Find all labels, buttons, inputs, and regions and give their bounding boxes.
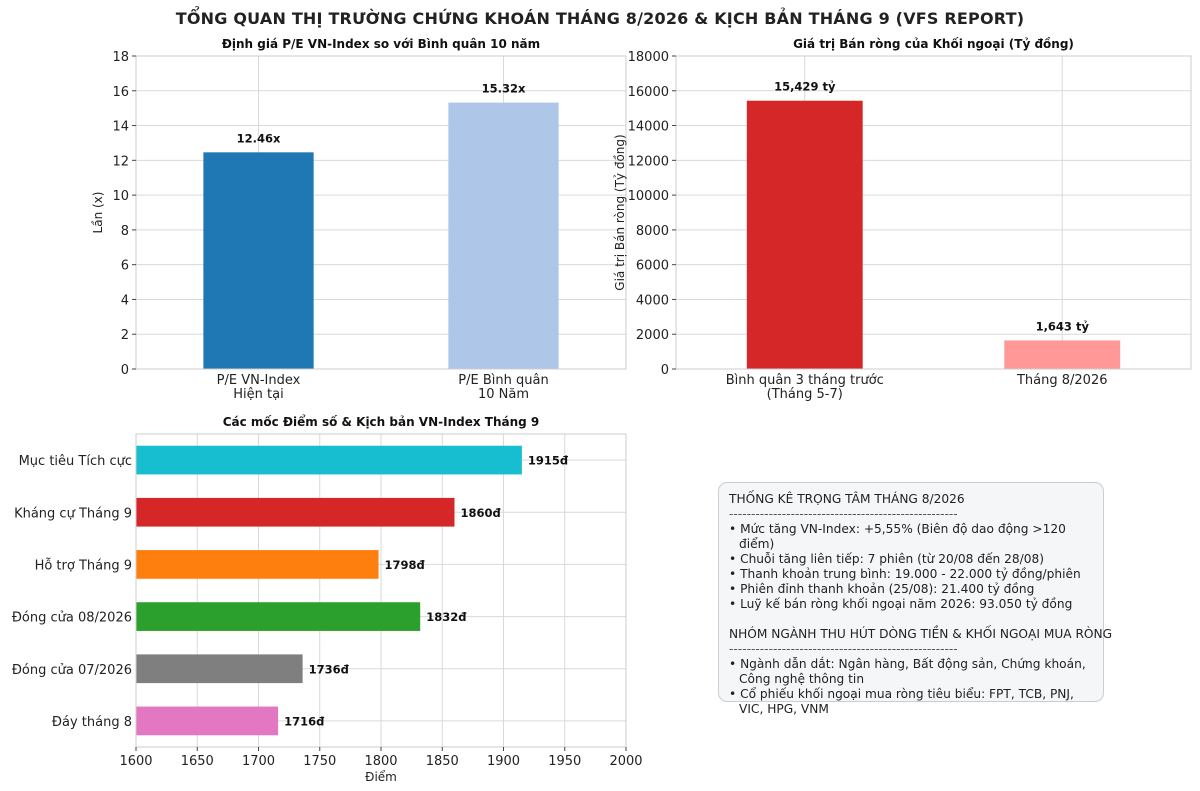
levels-xtick-label: 1700	[242, 754, 275, 769]
pe-ytick-label: 10	[112, 189, 129, 204]
foreign-ytick-label: 14000	[628, 120, 669, 135]
levels-ytick-label: Đóng cửa 08/2026	[12, 611, 132, 626]
stats-box: THỐNG KÊ TRỌNG TÂM THÁNG 8/2026 --------…	[718, 482, 1113, 716]
stats-divider-1: ----------------------------------------…	[729, 507, 958, 521]
levels-title: Các mốc Điểm số & Kịch bản VN-Index Thán…	[223, 414, 540, 429]
stats-section1-title: THỐNG KÊ TRỌNG TÂM THÁNG 8/2026	[729, 492, 965, 506]
foreign-ytick-label: 2000	[636, 328, 669, 343]
pe-ytick-label: 16	[112, 85, 129, 100]
levels-value-label: 1832đ	[426, 610, 467, 624]
pe-value-label: 15.32x	[482, 82, 526, 96]
foreign-value-label: 1,643 tỷ	[1036, 319, 1090, 333]
pe-ytick-label: 4	[121, 293, 129, 308]
levels-value-label: 1798đ	[385, 558, 426, 572]
pe-xtick-label: Hiện tại	[233, 387, 283, 402]
levels-bar	[136, 706, 279, 736]
pe-ytick-label: 14	[112, 120, 129, 135]
pe-xtick-label: P/E VN-Index	[217, 373, 301, 388]
pe-xtick-label: P/E Bình quân	[458, 373, 548, 388]
pe-ytick-label: 0	[121, 363, 129, 378]
foreign-frame	[675, 55, 1192, 370]
pe-frame	[135, 55, 627, 370]
levels-xtick-label: 1750	[303, 754, 336, 769]
levels-ytick-label: Đóng cửa 07/2026	[12, 663, 132, 678]
levels-bar	[136, 550, 379, 579]
stats-item: • Thanh khoản trung bình: 19.000 - 22.00…	[729, 567, 1081, 581]
levels-bar	[136, 654, 303, 684]
foreign-ylabel: Giá trị Bán ròng (Tỷ đồng)	[613, 134, 627, 290]
pe-ytick-label: 6	[121, 259, 129, 274]
foreign-ytick-label: 10000	[628, 189, 669, 204]
levels-value-label: 1736đ	[309, 662, 350, 676]
levels-xtick-label: 2000	[609, 754, 642, 769]
levels-bar	[136, 602, 421, 631]
stats-item: • Luỹ kế bán ròng khối ngoại năm 2026: 9…	[729, 597, 1073, 611]
stats-divider-2: ----------------------------------------…	[729, 642, 958, 656]
pe-ytick-label: 18	[112, 50, 129, 65]
pe-ylabel: Lần (x)	[91, 192, 105, 234]
stats-section2-list: • Ngành dẫn dắt: Ngân hàng, Bất động sản…	[729, 657, 1093, 717]
foreign-ytick-label: 6000	[636, 259, 669, 274]
foreign-value-label: 15,429 tỷ	[774, 80, 836, 94]
levels-value-label: 1860đ	[461, 506, 502, 520]
stats-item: • Mức tăng VN-Index: +5,55% (Biên độ dao…	[729, 522, 1066, 551]
levels-xtick-label: 1800	[364, 754, 397, 769]
foreign-ytick-label: 4000	[636, 293, 669, 308]
foreign-ytick-label: 18000	[628, 50, 669, 65]
stats-item: • Ngành dẫn dắt: Ngân hàng, Bất động sản…	[729, 657, 1086, 686]
foreign-xtick-label: Bình quân 3 tháng trước	[726, 373, 884, 388]
foreign-xtick-label: (Tháng 5-7)	[767, 387, 843, 402]
main-title: TỔNG QUAN THỊ TRƯỜNG CHỨNG KHOÁN THÁNG 8…	[175, 9, 1025, 28]
pe-value-label: 12.46x	[237, 131, 281, 145]
foreign-bar	[1004, 340, 1121, 369]
foreign-ytick-label: 16000	[628, 85, 669, 100]
levels-xtick-label: 1900	[487, 754, 520, 769]
levels-ytick-label: Hỗ trợ Tháng 9	[35, 558, 132, 573]
stats-item: • Phiên đỉnh thanh khoản (25/08): 21.400…	[729, 582, 1035, 596]
pe-bar	[203, 152, 314, 369]
stats-section2-title: NHÓM NGÀNH THU HÚT DÒNG TIỀN & KHỐI NGOẠ…	[729, 627, 1113, 641]
pe-ytick-label: 8	[121, 224, 129, 239]
levels-ytick-label: Kháng cự Tháng 9	[14, 506, 132, 521]
levels-bar	[136, 497, 455, 527]
levels-ytick-label: Mục tiêu Tích cực	[19, 454, 132, 469]
stats-item: • Cổ phiếu khối ngoại mua ròng tiêu biểu…	[729, 687, 1074, 716]
levels-value-label: 1716đ	[284, 714, 325, 728]
levels-xtick-label: 1650	[181, 754, 214, 769]
foreign-ytick-label: 8000	[636, 224, 669, 239]
pe-title: Định giá P/E VN-Index so với Bình quân 1…	[222, 37, 540, 51]
pe-bar	[448, 102, 559, 369]
pe-ytick-label: 12	[112, 154, 129, 169]
levels-xtick-label: 1850	[426, 754, 459, 769]
levels-bar	[136, 445, 522, 475]
levels-xtick-label: 1600	[119, 754, 152, 769]
levels-ytick-label: Đáy tháng 8	[52, 715, 132, 730]
foreign-ytick-label: 0	[661, 363, 669, 378]
levels-xtick-label: 1950	[548, 754, 581, 769]
pe-ytick-label: 2	[121, 328, 129, 343]
levels-xlabel: Điểm	[365, 770, 397, 784]
foreign-ytick-label: 12000	[628, 154, 669, 169]
foreign-bar	[746, 100, 863, 369]
stats-section1-list: • Mức tăng VN-Index: +5,55% (Biên độ dao…	[729, 522, 1093, 612]
foreign-title: Giá trị Bán ròng của Khối ngoại (Tỷ đồng…	[793, 37, 1074, 51]
stats-item: • Chuỗi tăng liên tiếp: 7 phiên (từ 20/0…	[729, 552, 1044, 566]
foreign-xtick-label: Tháng 8/2026	[1016, 373, 1108, 388]
pe-xtick-label: 10 Năm	[478, 387, 529, 402]
levels-value-label: 1915đ	[528, 454, 569, 468]
